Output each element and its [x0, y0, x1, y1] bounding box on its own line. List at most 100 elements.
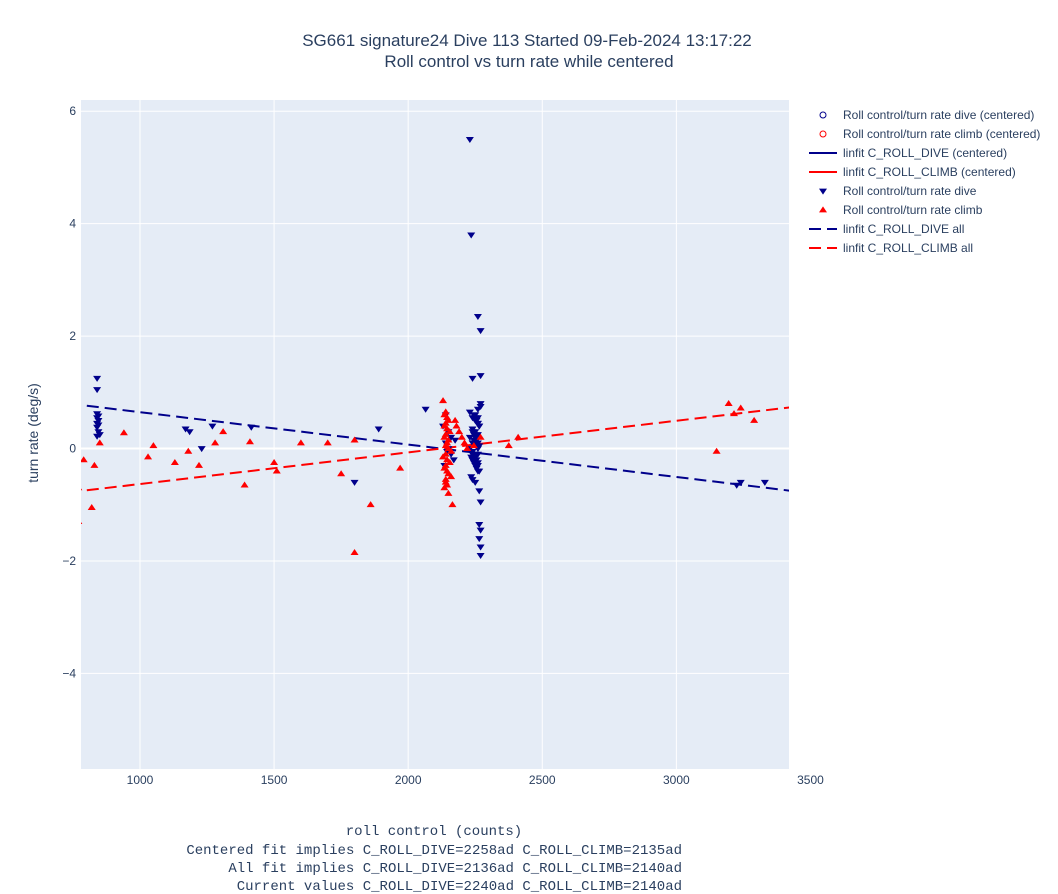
climb-point — [820, 414, 828, 420]
dive-point — [467, 232, 476, 239]
climb-point — [69, 481, 77, 487]
y-tick-label: 2 — [69, 329, 76, 343]
y-tick-label: −4 — [62, 666, 76, 680]
climb-point — [504, 442, 513, 449]
climb-point — [445, 459, 454, 466]
dive-point — [465, 434, 474, 441]
dive-point — [847, 443, 855, 449]
dive-point — [845, 443, 853, 449]
dive-point — [476, 552, 485, 559]
legend-marker-swatch — [819, 188, 827, 195]
climb-point — [819, 408, 827, 414]
dive-point — [93, 424, 102, 431]
climb-point — [476, 433, 485, 440]
footer-centered-fit: Centered fit implies C_ROLL_DIVE=2258ad … — [186, 843, 682, 859]
dive-point — [475, 488, 484, 495]
dive-point — [93, 375, 102, 382]
climb-point — [72, 510, 80, 516]
climb-point — [87, 503, 96, 510]
dive-point — [465, 409, 474, 416]
dive-point — [847, 694, 855, 700]
legend-item[interactable]: linfit C_ROLL_DIVE (centered) — [809, 146, 1007, 160]
legend-item[interactable]: Roll control/turn rate climb (centered) — [819, 127, 1040, 141]
climb-point — [219, 428, 228, 435]
dive-point — [473, 460, 482, 467]
x-axis-label: roll control (counts) — [346, 824, 522, 840]
x-tick-label: 2500 — [529, 773, 556, 787]
title-line-2: Roll control vs turn rate while centered — [384, 52, 673, 71]
dive-point — [847, 514, 855, 520]
legend: Roll control/turn rate dive (centered) Ro… — [809, 108, 1040, 255]
climb-point — [70, 507, 78, 513]
climb-point — [68, 493, 76, 499]
dive-point — [736, 479, 745, 486]
climb-point — [460, 439, 469, 446]
climb-point — [455, 428, 464, 435]
legend-item[interactable]: linfit C_ROLL_CLIMB all — [809, 241, 973, 255]
legend-label: Roll control/turn rate climb (centered) — [843, 127, 1040, 141]
climb-point — [68, 515, 76, 521]
footer-current-values: Current values C_ROLL_DIVE=2240ad C_ROLL… — [237, 879, 682, 894]
dive-point — [847, 536, 855, 542]
climb-point — [819, 462, 827, 468]
dive-point — [476, 527, 485, 534]
dive-point — [473, 451, 482, 458]
x-axis-ticks: 1000 1500 2000 2500 3000 3500 — [127, 773, 824, 787]
climb-point — [144, 453, 153, 460]
dive-point — [473, 415, 482, 422]
climb-point — [736, 404, 745, 411]
climb-point — [69, 518, 77, 524]
legend-item[interactable]: Roll control/turn rate dive — [819, 184, 977, 198]
climb-point — [66, 524, 74, 530]
dive-point — [475, 468, 484, 475]
climb-point — [816, 420, 824, 426]
climb-point — [820, 372, 828, 378]
legend-item[interactable]: Roll control/turn rate climb — [819, 203, 983, 217]
fit-summary: Centered fit implies C_ROLL_DIVE=2258ad … — [186, 843, 682, 894]
dive-point — [468, 375, 477, 382]
chart-title: SG661 signature24 Dive 113 Started 09-Fe… — [302, 31, 752, 71]
climb-point — [815, 358, 823, 364]
climb-point — [81, 456, 88, 463]
dive-point — [468, 440, 477, 447]
dive-point — [847, 620, 855, 626]
climb-point — [820, 403, 828, 409]
dive-point — [350, 479, 359, 486]
legend-label: Roll control/turn rate climb — [843, 203, 983, 217]
dive-point — [476, 499, 485, 506]
climb-point — [817, 403, 825, 409]
dive-point — [476, 544, 485, 551]
dive-point — [473, 314, 482, 321]
climb-point — [66, 487, 74, 493]
legend-marker-swatch — [819, 206, 827, 213]
climb-point — [366, 501, 375, 508]
dive-point — [847, 727, 855, 733]
legend-item[interactable]: linfit C_ROLL_CLIMB (centered) — [809, 165, 1016, 179]
climb-point — [245, 438, 254, 445]
climb-point — [448, 501, 457, 508]
y-axis-ticks: −4 −2 0 2 4 6 — [62, 104, 76, 680]
climb-point — [816, 386, 824, 392]
dive-point — [93, 433, 102, 440]
dive-point — [185, 429, 194, 436]
climb-point — [820, 380, 828, 386]
dive-point — [94, 413, 103, 420]
legend-item[interactable]: linfit C_ROLL_DIVE all — [809, 222, 964, 236]
climb-point — [447, 473, 456, 480]
dive-point — [247, 424, 256, 431]
climb-point — [750, 416, 759, 423]
climb-point — [514, 433, 523, 440]
dive-point — [847, 590, 855, 596]
climb-point — [270, 459, 279, 466]
climb-point — [457, 433, 466, 440]
climb-point — [819, 375, 827, 381]
climb-point — [817, 392, 825, 398]
climb-point — [396, 464, 405, 471]
legend-label: linfit C_ROLL_DIVE (centered) — [843, 146, 1007, 160]
x-tick-label: 2000 — [395, 773, 422, 787]
climb-point — [440, 433, 449, 440]
dive-point — [451, 437, 460, 444]
climb-point — [712, 447, 721, 454]
legend-item[interactable]: Roll control/turn rate dive (centered) — [819, 108, 1034, 122]
